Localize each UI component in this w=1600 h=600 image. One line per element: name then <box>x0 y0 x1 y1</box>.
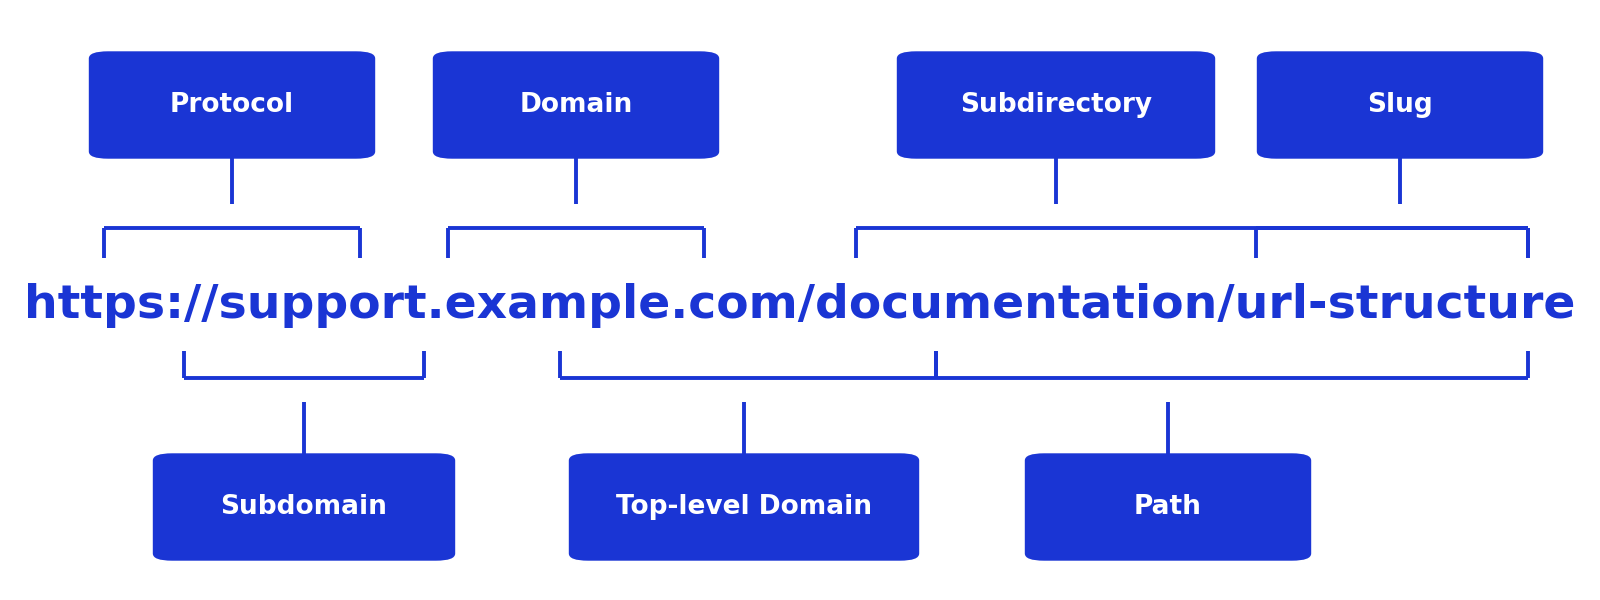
FancyBboxPatch shape <box>1024 454 1310 560</box>
Text: https://support.example.com/documentation/url-structure: https://support.example.com/documentatio… <box>24 283 1576 329</box>
Text: Top-level Domain: Top-level Domain <box>616 494 872 520</box>
FancyBboxPatch shape <box>896 52 1216 159</box>
Text: Domain: Domain <box>520 92 632 118</box>
Text: Subdirectory: Subdirectory <box>960 92 1152 118</box>
FancyBboxPatch shape <box>570 454 918 560</box>
FancyBboxPatch shape <box>88 52 374 159</box>
Text: Protocol: Protocol <box>170 92 294 118</box>
FancyBboxPatch shape <box>432 52 718 159</box>
FancyBboxPatch shape <box>154 454 454 560</box>
FancyBboxPatch shape <box>1258 52 1542 159</box>
Text: Subdomain: Subdomain <box>221 494 387 520</box>
Text: Path: Path <box>1134 494 1202 520</box>
Text: Slug: Slug <box>1366 92 1434 118</box>
